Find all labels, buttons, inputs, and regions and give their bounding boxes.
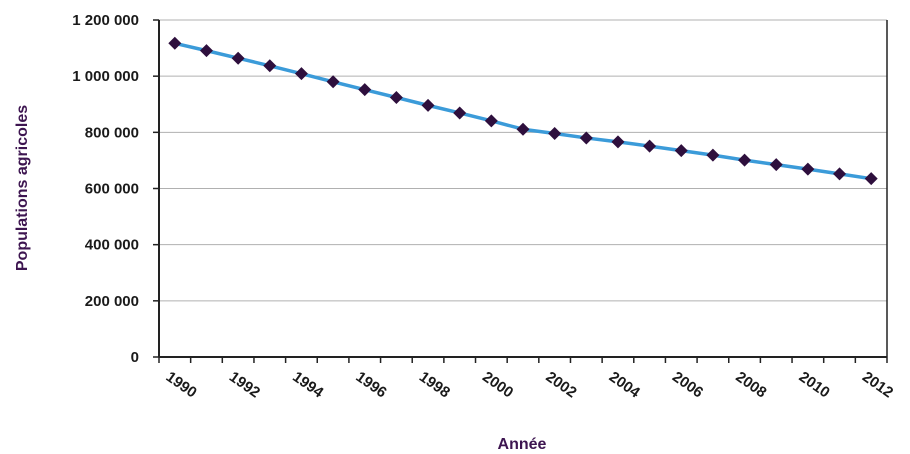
x-tick-label: 1996 [353, 368, 390, 401]
x-tick-label: 2012 [859, 368, 896, 401]
data-point [738, 153, 752, 167]
x-tick-label: 2008 [732, 368, 769, 401]
x-tick-label: 2010 [796, 368, 833, 401]
y-tick-label: 400 000 [85, 237, 139, 254]
data-point [358, 83, 372, 97]
data-point [231, 51, 245, 65]
data-point [833, 167, 847, 181]
x-axis-title: Année [498, 436, 547, 453]
x-tick-label: 1994 [289, 368, 327, 401]
data-point [706, 148, 720, 162]
data-point [389, 91, 403, 105]
data-point [643, 139, 657, 153]
y-tick-label: 1 000 000 [72, 68, 139, 85]
x-tick-label: 2002 [543, 368, 580, 401]
data-point [294, 67, 308, 81]
data-point [611, 135, 625, 149]
data-point [421, 98, 435, 112]
data-point [326, 75, 340, 89]
data-point [548, 126, 562, 140]
data-point [769, 158, 783, 172]
x-tick-label: 1998 [416, 368, 453, 401]
data-point [801, 162, 815, 176]
y-tick-label: 1 200 000 [72, 12, 139, 29]
y-tick-label: 800 000 [85, 124, 139, 141]
series-line [174, 41, 872, 181]
series-line-path [174, 41, 872, 181]
data-point [579, 131, 593, 145]
x-tick-labels: 1990 1992 1994 1996 1998 2000 2002 2004 2006 2008… [158, 357, 896, 402]
x-tick-label: 1992 [226, 368, 263, 401]
data-point [674, 144, 688, 158]
x-tick-label: 2000 [479, 368, 516, 401]
data-point [453, 106, 467, 120]
y-tick-label: 600 000 [85, 181, 139, 198]
gridlines [159, 19, 887, 302]
data-point [484, 114, 498, 128]
y-tick-labels: 0 200 000 400 000 600 000 800 000 1 000 000 1 … [72, 12, 159, 366]
x-tick-label: 2006 [669, 368, 706, 401]
series-markers [168, 36, 878, 186]
data-point [864, 172, 878, 186]
y-tick-label: 200 000 [85, 293, 139, 310]
data-point [168, 36, 182, 50]
data-point [263, 59, 277, 73]
x-tick-label: 1990 [163, 368, 200, 401]
x-tick-label: 2004 [606, 368, 644, 401]
y-axis-title: Populations agricoles [14, 105, 31, 271]
data-point [199, 44, 213, 58]
data-point [516, 122, 530, 136]
y-tick-label: 0 [131, 349, 139, 366]
